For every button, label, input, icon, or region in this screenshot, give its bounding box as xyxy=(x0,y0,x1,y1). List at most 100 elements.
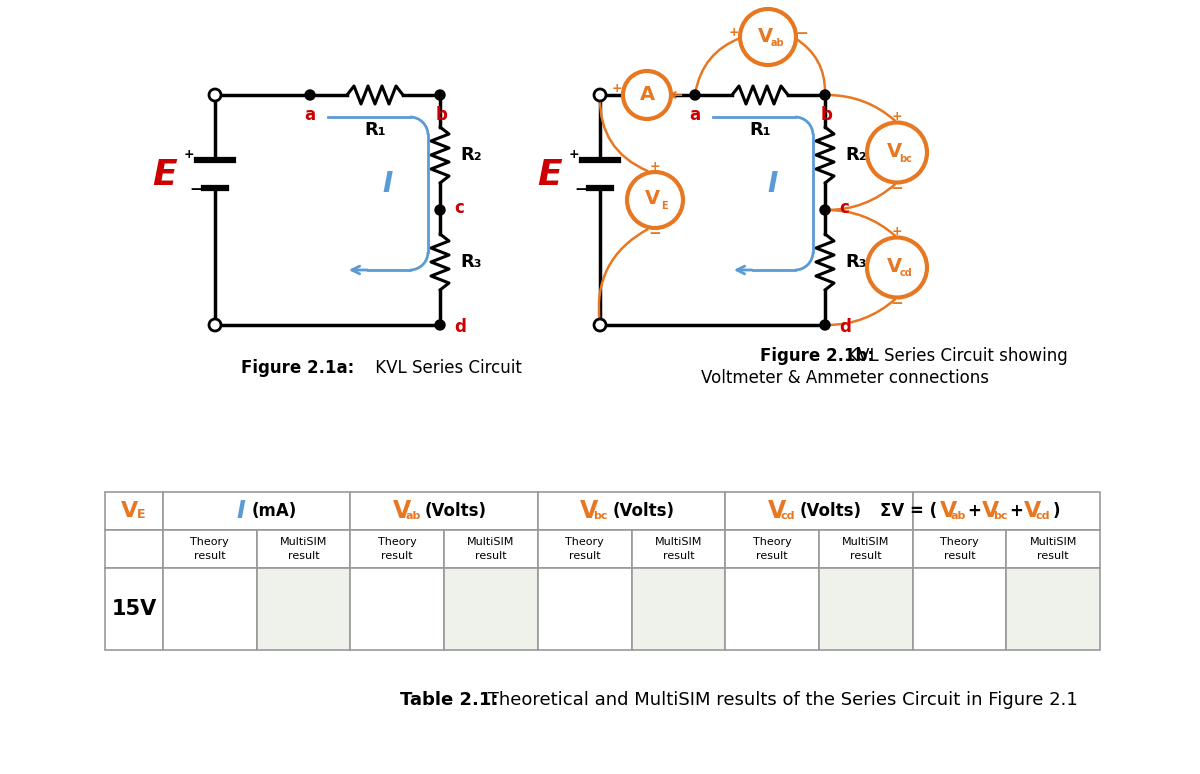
Text: Theory
result: Theory result xyxy=(565,537,604,561)
Bar xyxy=(163,492,350,530)
Text: R₁: R₁ xyxy=(749,121,770,139)
Circle shape xyxy=(866,238,928,297)
Text: V: V xyxy=(644,190,660,208)
Text: V: V xyxy=(982,501,998,521)
Text: V: V xyxy=(392,499,412,523)
Bar xyxy=(444,568,538,650)
Text: bc: bc xyxy=(900,153,912,163)
Text: Theory
result: Theory result xyxy=(378,537,416,561)
Text: bc: bc xyxy=(994,511,1008,521)
Text: −: − xyxy=(575,183,587,197)
Bar xyxy=(257,568,350,650)
Text: MultiSIM
result: MultiSIM result xyxy=(842,537,889,561)
Text: +: + xyxy=(569,148,580,160)
Bar xyxy=(631,530,725,568)
Text: R₂: R₂ xyxy=(845,146,866,164)
Text: Theory
result: Theory result xyxy=(191,537,229,561)
Text: R₂: R₂ xyxy=(460,146,481,164)
Text: MultiSIM
result: MultiSIM result xyxy=(655,537,702,561)
Circle shape xyxy=(436,90,445,100)
Bar xyxy=(818,530,913,568)
Text: E: E xyxy=(137,509,145,522)
Text: V: V xyxy=(887,257,901,276)
Text: −: − xyxy=(890,296,904,311)
Text: c: c xyxy=(839,199,848,217)
Text: R₃: R₃ xyxy=(845,253,866,271)
Text: I: I xyxy=(768,170,778,197)
Text: +: + xyxy=(1009,502,1024,520)
Bar xyxy=(1007,568,1100,650)
Text: b: b xyxy=(436,106,448,124)
Text: Theory
result: Theory result xyxy=(752,537,792,561)
Text: ab: ab xyxy=(770,38,784,48)
Circle shape xyxy=(628,172,683,228)
Bar xyxy=(106,530,163,568)
Bar xyxy=(538,492,725,530)
Text: (Volts): (Volts) xyxy=(612,502,674,520)
Text: MultiSIM
result: MultiSIM result xyxy=(280,537,328,561)
Bar xyxy=(725,530,818,568)
Text: d: d xyxy=(454,318,466,336)
Text: cd: cd xyxy=(1036,511,1050,521)
Bar xyxy=(631,568,725,650)
Text: −: − xyxy=(649,227,661,241)
Text: +: + xyxy=(612,83,623,95)
Text: a: a xyxy=(690,106,701,124)
Text: −: − xyxy=(671,87,683,102)
Text: I: I xyxy=(236,499,245,523)
Text: ab: ab xyxy=(406,511,421,521)
Circle shape xyxy=(690,90,700,100)
Text: R₁: R₁ xyxy=(364,121,386,139)
Text: c: c xyxy=(454,199,464,217)
Text: V: V xyxy=(940,501,956,521)
Bar xyxy=(818,568,913,650)
Bar xyxy=(1007,530,1100,568)
Text: MultiSIM
result: MultiSIM result xyxy=(467,537,515,561)
Text: (mA): (mA) xyxy=(252,502,298,520)
Circle shape xyxy=(820,320,830,330)
Text: +: + xyxy=(892,225,902,238)
Bar xyxy=(913,568,1007,650)
Circle shape xyxy=(623,71,671,119)
Circle shape xyxy=(740,9,796,65)
Circle shape xyxy=(820,205,830,215)
Text: V: V xyxy=(1024,501,1040,521)
Circle shape xyxy=(594,89,606,101)
Text: Figure 2.1a:: Figure 2.1a: xyxy=(241,359,355,377)
Bar xyxy=(913,492,1100,530)
Bar xyxy=(444,530,538,568)
Bar xyxy=(106,492,163,530)
Text: +: + xyxy=(184,148,194,160)
Text: E: E xyxy=(538,158,563,192)
Text: Theoretical and MultiSIM results of the Series Circuit in Figure 2.1: Theoretical and MultiSIM results of the … xyxy=(482,691,1078,709)
Text: +: + xyxy=(967,502,982,520)
Circle shape xyxy=(820,90,830,100)
Text: V: V xyxy=(121,501,139,521)
Bar xyxy=(725,568,818,650)
Text: +: + xyxy=(892,110,902,123)
Bar xyxy=(163,568,257,650)
Text: Theory
result: Theory result xyxy=(940,537,979,561)
Text: V: V xyxy=(887,142,901,161)
Bar xyxy=(163,530,257,568)
Text: E: E xyxy=(152,158,178,192)
Circle shape xyxy=(436,205,445,215)
Text: b: b xyxy=(821,106,833,124)
Text: −: − xyxy=(890,181,904,196)
Text: KVL Series Circuit showing: KVL Series Circuit showing xyxy=(842,347,1068,365)
Text: ΣV = (: ΣV = ( xyxy=(880,502,937,520)
Text: V: V xyxy=(768,499,786,523)
Bar xyxy=(350,492,538,530)
Text: ab: ab xyxy=(950,511,966,521)
Text: Voltmeter & Ammeter connections: Voltmeter & Ammeter connections xyxy=(701,369,989,387)
Text: (Volts): (Volts) xyxy=(800,502,862,520)
Circle shape xyxy=(305,90,314,100)
Text: Table 2.1:: Table 2.1: xyxy=(400,691,498,709)
Text: 15V: 15V xyxy=(112,599,157,619)
Circle shape xyxy=(594,319,606,331)
Bar xyxy=(257,530,350,568)
Text: (Volts): (Volts) xyxy=(425,502,487,520)
Bar xyxy=(538,568,631,650)
Circle shape xyxy=(436,320,445,330)
Text: R₃: R₃ xyxy=(460,253,481,271)
